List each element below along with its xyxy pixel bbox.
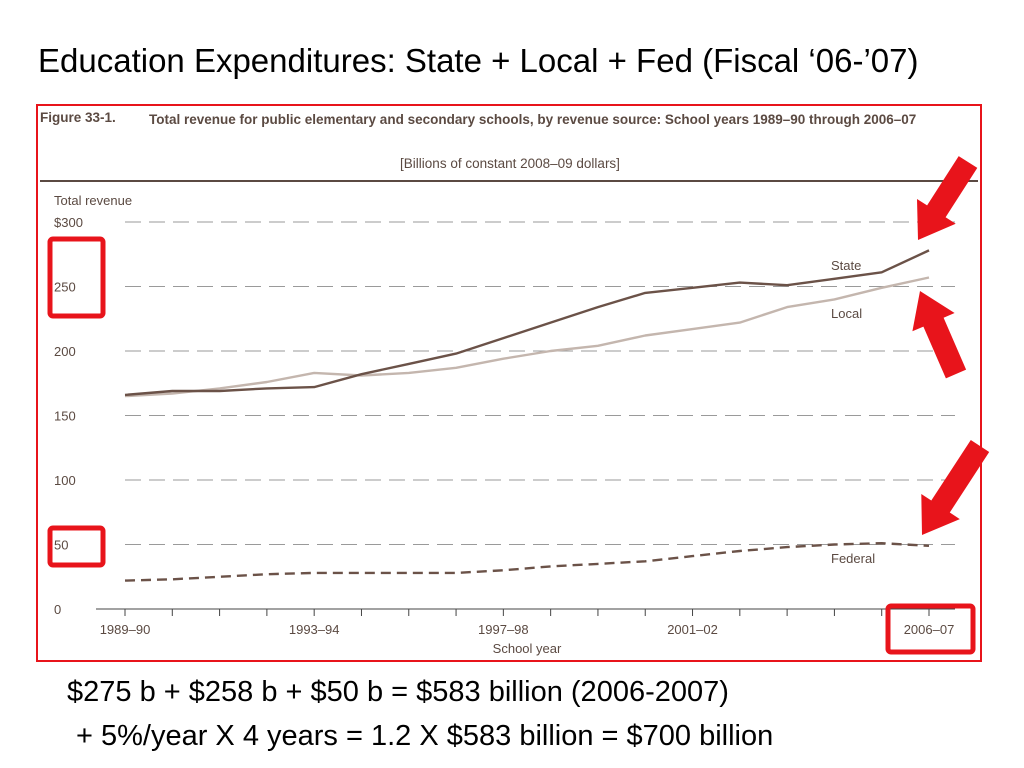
x-tick-label: 1997–98: [478, 622, 529, 637]
x-tick-label: 2006–07: [904, 622, 955, 637]
figure-caption: Total revenue for public elementary and …: [149, 112, 917, 127]
figure-label: Figure 33-1.: [40, 110, 116, 125]
slide-title: Education Expenditures: State + Local + …: [38, 42, 919, 79]
y-tick-label: $300: [54, 215, 83, 230]
highlight-box-250: [47, 236, 106, 319]
y-tick-label: 250: [54, 280, 76, 295]
y-tick-label: 200: [54, 344, 76, 359]
figure-highlight-frame: [36, 104, 982, 662]
series-label-federal: Federal: [831, 551, 875, 566]
y-tick-label: 100: [54, 473, 76, 488]
x-tick-label: 2001–02: [667, 622, 718, 637]
series-line-state: [124, 249, 930, 397]
highlight-box-2006: [885, 603, 976, 655]
federal-arrow-icon: [921, 440, 990, 535]
sum-equation: $275 b + $258 b + $50 b = $583 billion (…: [67, 676, 729, 708]
y-tick-label: 50: [54, 538, 68, 553]
growth-equation: + 5%/year X 4 years = 1.2 X $583 billion…: [76, 720, 774, 752]
local-arrow-icon: [912, 291, 967, 379]
x-axis-title: School year: [493, 641, 562, 656]
highlight-box-50: [47, 525, 106, 568]
figure-units: [Billions of constant 2008–09 dollars]: [400, 156, 620, 171]
series-label-state: State: [831, 258, 861, 273]
y-tick-label: 0: [54, 602, 61, 617]
y-tick-label: 150: [54, 409, 76, 424]
state-arrow-icon: [917, 156, 978, 240]
series-label-local: Local: [831, 306, 862, 321]
y-axis-title: Total revenue: [54, 193, 132, 208]
series-line-federal: [124, 542, 930, 582]
x-tick-label: 1989–90: [100, 622, 151, 637]
series-line-local: [124, 276, 930, 398]
x-tick-label: 1993–94: [289, 622, 340, 637]
